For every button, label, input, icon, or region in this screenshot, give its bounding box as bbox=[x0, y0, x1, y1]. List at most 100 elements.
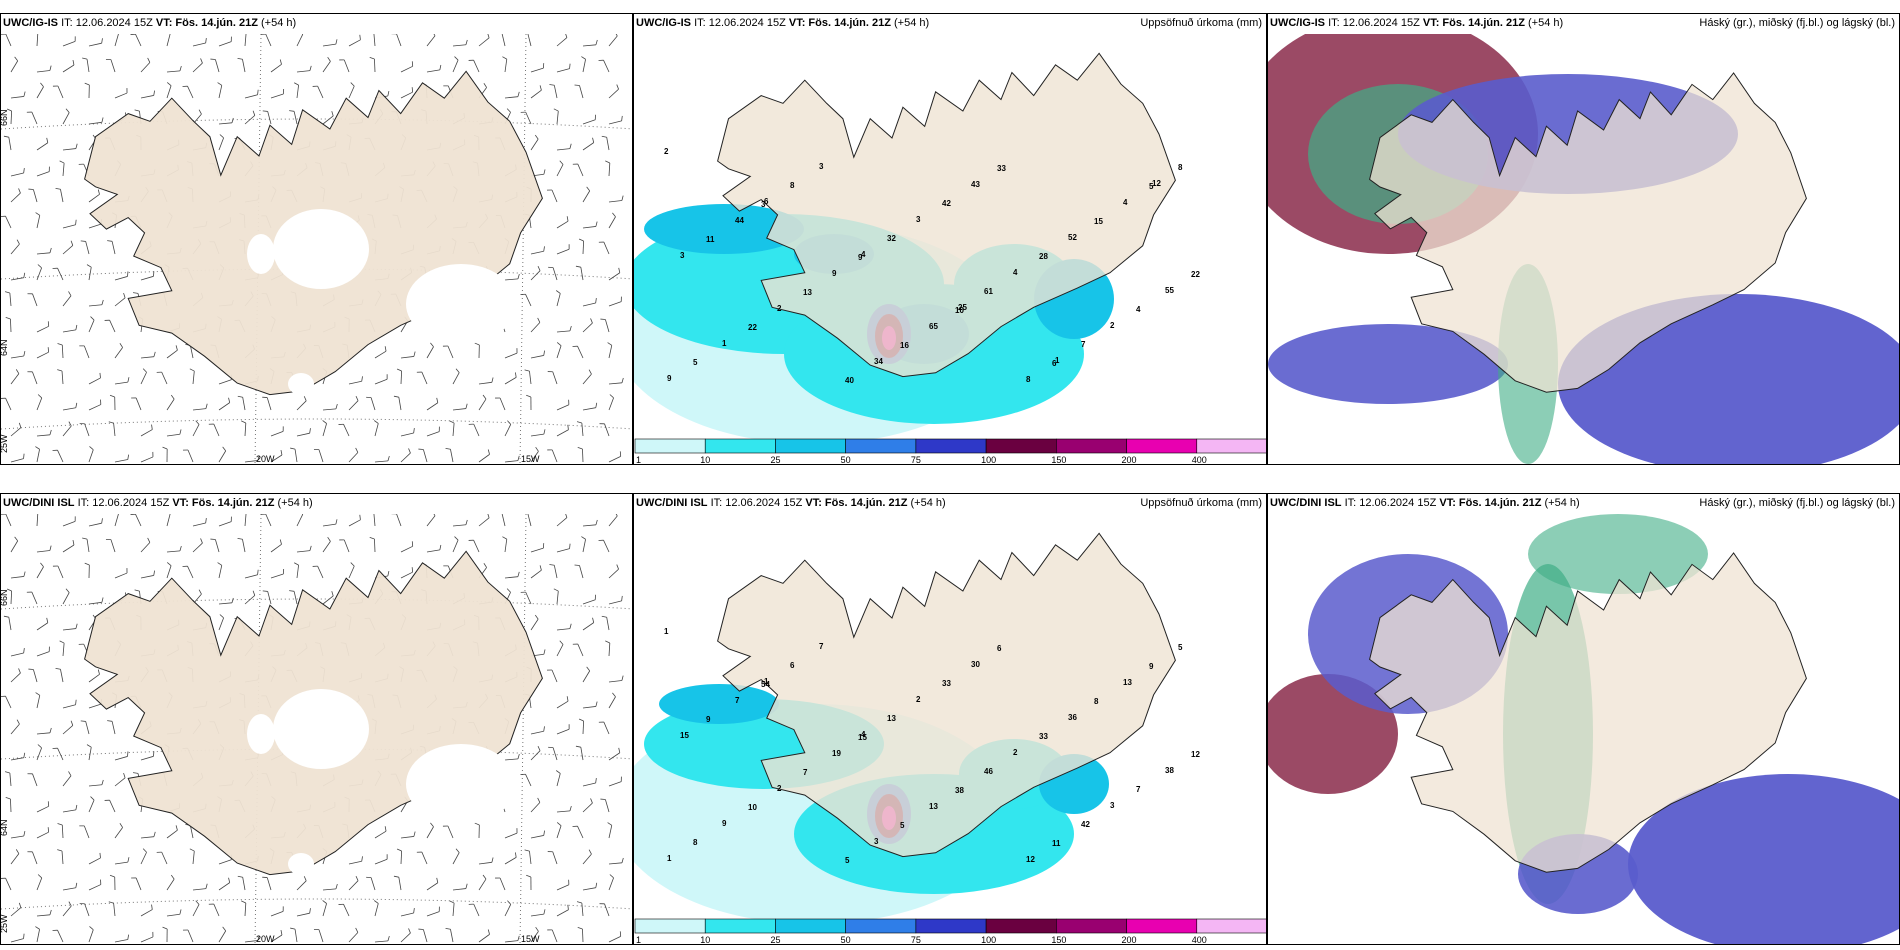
wind-barb bbox=[88, 784, 102, 787]
wind-barb bbox=[478, 37, 490, 47]
wind-barb-feather bbox=[445, 447, 451, 450]
wind-barb-feather bbox=[123, 292, 126, 298]
wind-barb bbox=[242, 59, 246, 73]
glacier bbox=[309, 210, 333, 238]
wind-barb bbox=[504, 352, 518, 359]
wind-barb-feather bbox=[99, 852, 101, 858]
wind-panel-row1: UWC/IG-IS IT: 12.06.2024 15Z VT: Fös. 14… bbox=[0, 13, 633, 465]
wind-barb bbox=[10, 96, 24, 99]
wind-barb-feather bbox=[237, 875, 243, 878]
wind-barb-feather bbox=[526, 394, 532, 398]
wind-barb-feather bbox=[72, 60, 75, 66]
wind-barb-feather bbox=[35, 926, 40, 930]
wind-barb bbox=[374, 858, 388, 865]
wind-barb-feather bbox=[205, 883, 208, 889]
wind-barb bbox=[556, 220, 569, 229]
wind-barb bbox=[166, 829, 178, 839]
wind-barb bbox=[135, 514, 142, 527]
wind-barb-feather bbox=[543, 350, 545, 356]
wind-barb-feather bbox=[97, 189, 100, 195]
wind-barb bbox=[374, 903, 379, 917]
wind-barb-feather bbox=[361, 856, 363, 862]
wind-barb bbox=[552, 747, 558, 761]
wind-barb bbox=[166, 565, 172, 579]
wind-barb bbox=[530, 250, 544, 255]
colorbar-tick: 150 bbox=[1051, 935, 1066, 944]
colorbar-tick: 200 bbox=[1122, 455, 1137, 464]
wind-barb-feather bbox=[142, 368, 147, 373]
colorbar-tick: 25 bbox=[770, 935, 780, 944]
wind-barb bbox=[62, 407, 76, 411]
wind-barb bbox=[608, 680, 622, 683]
wind-barb-feather bbox=[595, 701, 598, 707]
wind-barb bbox=[608, 935, 621, 943]
wind-barb bbox=[606, 617, 610, 631]
wind-barb bbox=[294, 449, 298, 463]
wind-barb bbox=[608, 600, 622, 605]
wind-barb-feather bbox=[393, 875, 399, 878]
wind-barb bbox=[317, 85, 324, 99]
wind-barb bbox=[218, 565, 223, 579]
wind-barb bbox=[608, 301, 622, 307]
wind-barb-feather bbox=[369, 537, 375, 540]
wind-barb bbox=[374, 378, 388, 385]
colorbar-swatch bbox=[775, 918, 846, 934]
wind-barb bbox=[36, 351, 49, 359]
wind-barb bbox=[608, 88, 619, 99]
wind-barb-feather bbox=[396, 368, 402, 372]
wind-barb bbox=[36, 34, 39, 47]
precip-value: 12 bbox=[1191, 750, 1200, 759]
wind-barb bbox=[608, 272, 621, 281]
wind-barb bbox=[88, 404, 101, 411]
wind-barb-feather bbox=[514, 852, 517, 858]
wind-barb bbox=[608, 696, 616, 709]
wind-barb bbox=[10, 938, 24, 943]
precip-value: 6 bbox=[997, 644, 1002, 653]
wind-barb-feather bbox=[23, 351, 26, 357]
wind-barb bbox=[582, 853, 592, 865]
graticule-line bbox=[1, 418, 632, 430]
wind-barb bbox=[62, 521, 76, 527]
wind-barb bbox=[530, 802, 541, 813]
wind-barb bbox=[426, 431, 440, 437]
precip-value: 8 bbox=[1094, 697, 1099, 706]
wind-barb-feather bbox=[361, 376, 363, 382]
wind-barb bbox=[10, 60, 19, 73]
wind-barb-feather bbox=[37, 264, 42, 269]
wind-barb bbox=[83, 345, 90, 359]
wind-barb bbox=[556, 825, 562, 839]
wind-barb-feather bbox=[162, 446, 168, 450]
wind-barb bbox=[343, 59, 350, 73]
wind-barb-feather bbox=[517, 571, 520, 577]
wind-barb bbox=[501, 514, 506, 527]
wind-barb-feather bbox=[162, 926, 168, 930]
wind-barb-feather bbox=[549, 564, 555, 566]
wind-barb bbox=[110, 59, 116, 73]
wind-barb bbox=[36, 805, 49, 813]
wind-barb bbox=[478, 517, 490, 527]
wind-barb bbox=[62, 245, 74, 255]
precip-value: 9 bbox=[706, 715, 711, 724]
wind-barb-feather bbox=[556, 342, 562, 346]
wind-barb-feather bbox=[109, 874, 115, 878]
wind-barb bbox=[373, 514, 376, 527]
wind-barb-map: 66N 64N 25W 20W 15W bbox=[1, 34, 632, 464]
wind-barb bbox=[530, 270, 541, 281]
wind-barb bbox=[605, 319, 610, 333]
wind-barb-feather bbox=[35, 692, 40, 696]
wind-barb-feather bbox=[569, 623, 572, 629]
wind-barb bbox=[582, 887, 596, 891]
wind-barb bbox=[582, 782, 596, 787]
wind-barb-feather bbox=[595, 39, 598, 45]
wind-barb-feather bbox=[109, 394, 115, 398]
wind-barb-feather bbox=[327, 536, 331, 542]
wind-barb-feather bbox=[601, 135, 607, 138]
wind-barb-feather bbox=[127, 934, 130, 940]
wind-barb bbox=[218, 602, 232, 605]
wind-barb-feather bbox=[65, 588, 70, 593]
wind-barb-feather bbox=[153, 90, 156, 96]
wind-barb bbox=[114, 459, 128, 463]
precip-value: 9 bbox=[722, 819, 727, 828]
wind-barb-feather bbox=[75, 699, 77, 705]
colorbar-swatch bbox=[704, 918, 776, 934]
